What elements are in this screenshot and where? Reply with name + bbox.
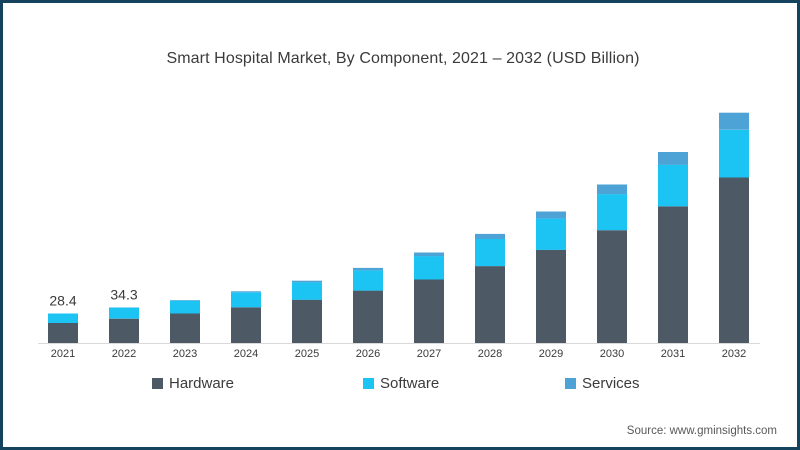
svg-text:2027: 2027 bbox=[417, 348, 441, 360]
svg-text:2023: 2023 bbox=[173, 348, 197, 360]
svg-text:2028: 2028 bbox=[478, 348, 502, 360]
svg-text:34.3: 34.3 bbox=[110, 286, 137, 302]
svg-text:2024: 2024 bbox=[234, 348, 258, 360]
svg-text:2025: 2025 bbox=[295, 348, 319, 360]
svg-text:2022: 2022 bbox=[112, 348, 136, 360]
svg-text:2021: 2021 bbox=[51, 348, 75, 360]
svg-text:2031: 2031 bbox=[661, 348, 685, 360]
svg-text:28.4: 28.4 bbox=[49, 293, 76, 309]
svg-text:2026: 2026 bbox=[356, 348, 380, 360]
svg-text:2032: 2032 bbox=[722, 348, 746, 360]
svg-text:2030: 2030 bbox=[600, 348, 624, 360]
svg-text:2029: 2029 bbox=[539, 348, 563, 360]
